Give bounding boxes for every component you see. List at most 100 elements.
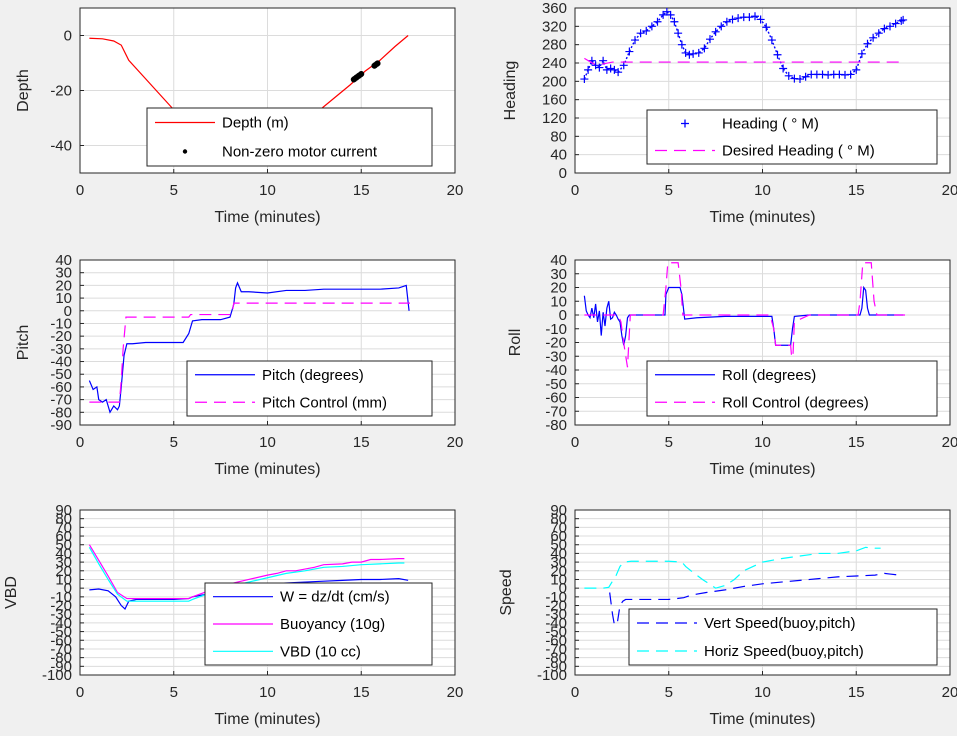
depth-legend-box bbox=[146, 107, 433, 167]
speed-y-tick-label: 40 bbox=[550, 545, 567, 562]
vbd-y-tick-label: -90 bbox=[50, 658, 72, 675]
speed-y-tick-label: 80 bbox=[550, 511, 567, 528]
roll-y-tick-label: -20 bbox=[545, 335, 567, 352]
roll-y-tick-label: -70 bbox=[545, 403, 567, 420]
pitch-y-tick-label: 30 bbox=[55, 265, 72, 282]
pitch-x-tick-label: 5 bbox=[170, 434, 178, 451]
speed-y-tick-label: -30 bbox=[545, 606, 567, 623]
roll-y-tick-label: -40 bbox=[545, 362, 567, 379]
heading-y-tick-label: 200 bbox=[542, 73, 567, 90]
heading-legend-label: Heading ( ° M) bbox=[722, 116, 819, 133]
vbd-x-tick-label: 0 bbox=[76, 684, 84, 701]
heading-series-1-marker bbox=[602, 65, 611, 74]
pitch-y-tick-label: 20 bbox=[55, 277, 72, 294]
speed-y-tick-label: 20 bbox=[550, 563, 567, 580]
roll-y-tick-label: -80 bbox=[545, 417, 567, 434]
pitch-legend-label: Pitch (degrees) bbox=[262, 367, 364, 384]
vbd-x-tick-label: 15 bbox=[353, 684, 370, 701]
heading-y-tick-label: 80 bbox=[550, 128, 567, 145]
pitch-y-tick-label: -80 bbox=[50, 404, 72, 421]
vbd-y-tick-label: -20 bbox=[50, 598, 72, 615]
speed-legend: Vert Speed(buoy,pitch) Horiz Speed(buoy,p… bbox=[628, 608, 938, 666]
speed-x-tick-label: 10 bbox=[754, 684, 771, 701]
chart-vbd: 0 5 10 15 20-100-90-80-70-60-50-40-30-20-100… bbox=[3, 502, 463, 728]
speed-x-tick-label: 15 bbox=[848, 684, 865, 701]
vbd-legend: W = dz/dt (cm/s) Buoyancy (10g) VBD (10 cc… bbox=[204, 582, 433, 666]
depth-x-tick-label: 15 bbox=[353, 182, 370, 199]
speed-legend-label: Horiz Speed(buoy,pitch) bbox=[704, 643, 864, 660]
heading-series-1-trace bbox=[583, 10, 904, 80]
heading-series-1-marker bbox=[580, 75, 589, 84]
speed-y-tick-label: -80 bbox=[545, 650, 567, 667]
heading-series-group bbox=[580, 8, 908, 84]
heading-y-tick-label: 120 bbox=[542, 110, 567, 127]
vbd-x-tick-label: 10 bbox=[259, 684, 276, 701]
heading-legend-marker bbox=[681, 119, 689, 128]
pitch-series-group bbox=[88, 281, 410, 414]
depth-legend-label: Non-zero motor current bbox=[222, 144, 378, 161]
heading-x-tick-label: 5 bbox=[665, 182, 673, 199]
depth-axes-frame bbox=[79, 7, 456, 174]
pitch-y-axis-label: Pitch bbox=[15, 325, 32, 361]
heading-legend-box bbox=[646, 109, 938, 165]
pitch-y-tick-label: -10 bbox=[50, 315, 72, 332]
depth-y-tick-label: -20 bbox=[50, 83, 72, 100]
heading-series-1-marker bbox=[595, 63, 604, 72]
roll-legend-box bbox=[646, 360, 938, 417]
speed-y-tick-label: -20 bbox=[545, 598, 567, 615]
heading-legend-label: Desired Heading ( ° M) bbox=[722, 143, 875, 160]
roll-x-tick-label: 15 bbox=[848, 434, 865, 451]
roll-series-2-line bbox=[584, 262, 905, 368]
heading-series-1-marker bbox=[625, 47, 634, 56]
speed-y-tick-label: -10 bbox=[545, 589, 567, 606]
speed-y-axis-label: Speed bbox=[498, 569, 515, 615]
vbd-y-tick-label: 60 bbox=[55, 528, 72, 545]
vbd-y-tick-label: 90 bbox=[55, 502, 72, 519]
vbd-y-tick-label: 50 bbox=[55, 537, 72, 554]
vbd-y-tick-label: -80 bbox=[50, 650, 72, 667]
roll-y-tick-label: 40 bbox=[550, 252, 567, 269]
heading-series-1-marker bbox=[606, 64, 615, 73]
heading-series-1-marker bbox=[801, 72, 810, 81]
depth-series-2-segment bbox=[350, 71, 365, 83]
heading-y-tick-label: 240 bbox=[542, 55, 567, 72]
heading-y-tick-label: 40 bbox=[550, 147, 567, 164]
roll-axes-frame bbox=[574, 259, 951, 426]
depth-x-tick-label: 20 bbox=[447, 182, 464, 199]
vbd-legend-label: VBD (10 cc) bbox=[280, 643, 361, 660]
heading-x-tick-label: 10 bbox=[754, 182, 771, 199]
pitch-x-tick-label: 10 bbox=[259, 434, 276, 451]
roll-x-axis-label: Time (minutes) bbox=[709, 461, 815, 478]
roll-y-tick-label: 20 bbox=[550, 280, 567, 297]
speed-x-axis-label: Time (minutes) bbox=[709, 711, 815, 728]
roll-legend: Roll (degrees) Roll Control (degrees) bbox=[646, 360, 938, 417]
chart-roll: 0 5 10 15 20-80-70-60-50-40-30-20-1001020304… bbox=[507, 252, 957, 478]
speed-y-tick-label: -90 bbox=[545, 658, 567, 675]
pitch-y-tick-label: 40 bbox=[55, 252, 72, 269]
heading-series-1-marker bbox=[880, 24, 889, 33]
vbd-y-tick-label: -70 bbox=[50, 641, 72, 658]
speed-y-tick-label: 50 bbox=[550, 537, 567, 554]
speed-series-1-line bbox=[609, 572, 900, 626]
heading-y-tick-label: 320 bbox=[542, 18, 567, 35]
heading-series-1-marker bbox=[653, 17, 662, 26]
roll-x-tick-label: 0 bbox=[571, 434, 579, 451]
heading-x-tick-label: 15 bbox=[848, 182, 865, 199]
pitch-x-tick-label: 15 bbox=[353, 434, 370, 451]
vbd-series-2-line bbox=[88, 544, 405, 600]
heading-series-1-marker bbox=[874, 29, 883, 38]
depth-legend-label: Depth (m) bbox=[222, 115, 289, 132]
depth-y-tick-label: 0 bbox=[64, 28, 72, 45]
roll-y-axis-label: Roll bbox=[507, 329, 524, 357]
speed-y-tick-label: -60 bbox=[545, 632, 567, 649]
speed-x-tick-label: 0 bbox=[571, 684, 579, 701]
depth-x-tick-label: 0 bbox=[76, 182, 84, 199]
vbd-y-tick-label: -60 bbox=[50, 632, 72, 649]
heading-series-2-line bbox=[584, 57, 905, 65]
speed-y-tick-label: -40 bbox=[545, 615, 567, 632]
vbd-x-tick-label: 5 bbox=[170, 684, 178, 701]
speed-y-tick-label: -70 bbox=[545, 641, 567, 658]
speed-axes-frame bbox=[574, 509, 951, 676]
pitch-legend-box bbox=[186, 360, 433, 417]
